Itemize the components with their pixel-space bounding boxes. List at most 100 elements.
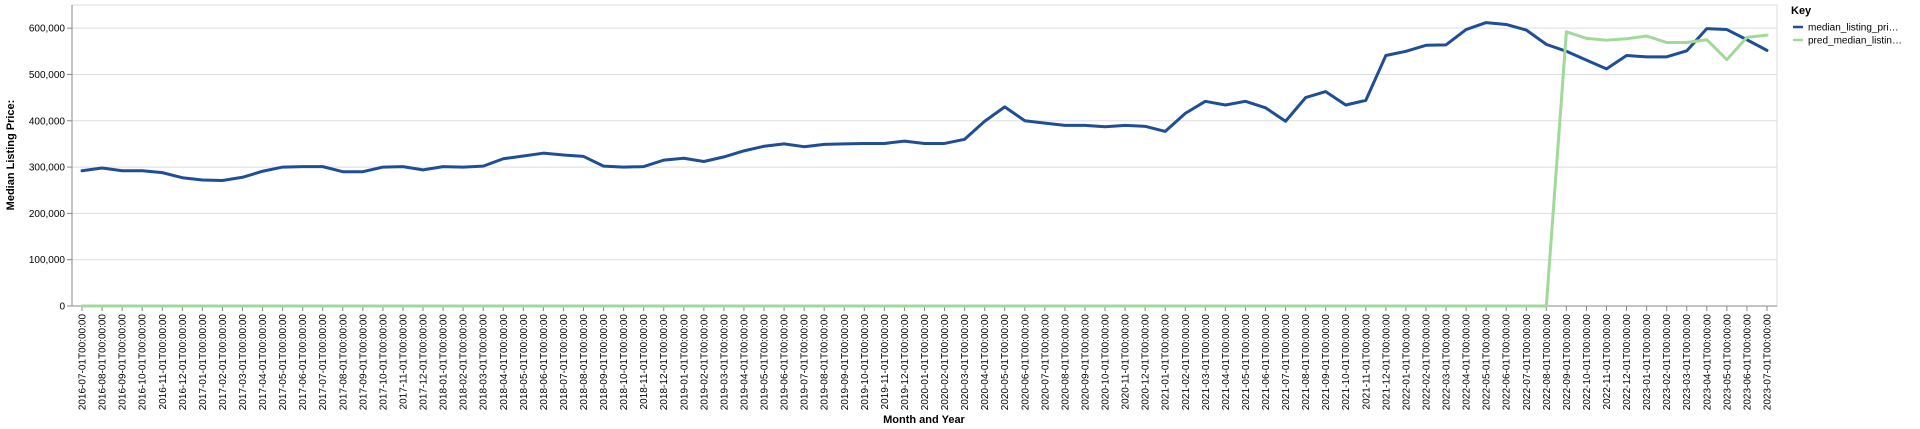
x-tick-label: 2023-02-01T00:00:00 <box>1662 314 1673 411</box>
y-tick-label: 300,000 <box>29 163 66 174</box>
x-tick-label: 2017-03-01T00:00:00 <box>238 314 249 411</box>
x-tick-label: 2021-02-01T00:00:00 <box>1181 314 1192 411</box>
x-tick-label: 2019-04-01T00:00:00 <box>739 314 750 411</box>
x-tick-label: 2020-04-01T00:00:00 <box>980 314 991 411</box>
x-tick-label: 2021-07-01T00:00:00 <box>1281 314 1292 411</box>
series-line-pred-median-listing-price <box>80 30 1769 308</box>
x-tick-label: 2020-12-01T00:00:00 <box>1141 314 1152 411</box>
x-tick-label: 2019-06-01T00:00:00 <box>780 314 791 411</box>
x-tick-label: 2020-05-01T00:00:00 <box>1000 314 1011 411</box>
x-tick-label: 2022-09-01T00:00:00 <box>1562 314 1573 411</box>
x-tick-label: 2019-03-01T00:00:00 <box>719 314 730 411</box>
y-axis: 0 100,000 200,000 300,000 400,000 500,000 600,… <box>29 5 73 313</box>
x-tick-label: 2020-07-01T00:00:00 <box>1040 314 1051 411</box>
x-tick-label: 2019-02-01T00:00:00 <box>699 314 710 411</box>
x-tick-label: 2018-08-01T00:00:00 <box>579 314 590 411</box>
series-line-median-listing-price <box>80 21 1769 183</box>
x-tick-label: 2019-11-01T00:00:00 <box>880 314 891 410</box>
x-tick-label: 2018-10-01T00:00:00 <box>619 314 630 411</box>
x-tick-label: 2020-06-01T00:00:00 <box>1020 314 1031 411</box>
x-tick-label: 2017-02-01T00:00:00 <box>218 314 229 411</box>
x-tick-label: 2021-11-01T00:00:00 <box>1361 314 1372 410</box>
y-tick-label: 500,000 <box>29 70 66 81</box>
x-tick-label: 2022-02-01T00:00:00 <box>1421 314 1432 411</box>
plot-area: 0 100,000 200,000 300,000 400,000 500,000 600,… <box>29 4 1778 411</box>
x-tick-label: 2020-03-01T00:00:00 <box>960 314 971 411</box>
x-tick-label: 2016-10-01T00:00:00 <box>138 314 149 411</box>
x-tick-label: 2022-04-01T00:00:00 <box>1462 314 1473 411</box>
x-tick-label: 2017-01-01T00:00:00 <box>198 314 209 411</box>
x-tick-label: 2019-10-01T00:00:00 <box>860 314 871 411</box>
x-tick-label: 2021-10-01T00:00:00 <box>1341 314 1352 411</box>
x-tick-label: 2022-01-01T00:00:00 <box>1401 314 1412 411</box>
legend: Key median_listing_pri… pred_median_listi… <box>1791 5 1902 47</box>
x-tick-label: 2023-01-01T00:00:00 <box>1642 314 1653 411</box>
x-tick-label: 2018-06-01T00:00:00 <box>539 314 550 411</box>
x-tick-label: 2019-08-01T00:00:00 <box>820 314 831 411</box>
x-tick-label: 2016-11-01T00:00:00 <box>158 314 169 410</box>
x-axis-title: Month and Year <box>883 414 965 426</box>
x-tick-label: 2020-01-01T00:00:00 <box>920 314 931 411</box>
x-tick-label: 2022-08-01T00:00:00 <box>1542 314 1553 411</box>
y-tick-label: 600,000 <box>29 24 66 35</box>
x-tick-label: 2022-12-01T00:00:00 <box>1622 314 1633 411</box>
x-tick-label: 2022-11-01T00:00:00 <box>1602 314 1613 410</box>
x-tick-label: 2020-02-01T00:00:00 <box>940 314 951 411</box>
x-tick-label: 2023-03-01T00:00:00 <box>1682 314 1693 411</box>
x-tick-label: 2019-05-01T00:00:00 <box>760 314 771 411</box>
x-tick-label: 2017-11-01T00:00:00 <box>398 314 409 410</box>
grid-lines <box>72 27 1777 307</box>
x-tick-label: 2018-07-01T00:00:00 <box>559 314 570 411</box>
x-tick-label: 2019-09-01T00:00:00 <box>840 314 851 411</box>
x-tick-label: 2016-07-01T00:00:00 <box>78 314 89 411</box>
x-tick-label: 2019-01-01T00:00:00 <box>679 314 690 411</box>
x-tick-label: 2022-05-01T00:00:00 <box>1482 314 1493 411</box>
x-tick-label: 2021-05-01T00:00:00 <box>1241 314 1252 411</box>
x-tick-label: 2017-06-01T00:00:00 <box>298 314 309 411</box>
x-tick-label: 2017-12-01T00:00:00 <box>419 314 430 411</box>
x-tick-label: 2023-07-01T00:00:00 <box>1762 314 1773 411</box>
legend-label: pred_median_listin… <box>1808 36 1902 47</box>
x-tick-label: 2017-07-01T00:00:00 <box>318 314 329 411</box>
y-tick-label: 100,000 <box>29 255 66 266</box>
x-tick-label: 2022-07-01T00:00:00 <box>1522 314 1533 411</box>
x-tick-label: 2018-04-01T00:00:00 <box>499 314 510 411</box>
x-tick-label: 2018-09-01T00:00:00 <box>599 314 610 411</box>
y-tick-label: 200,000 <box>29 209 66 220</box>
x-tick-label: 2021-09-01T00:00:00 <box>1321 314 1332 411</box>
x-tick-label: 2018-02-01T00:00:00 <box>459 314 470 411</box>
x-tick-label: 2021-12-01T00:00:00 <box>1381 314 1392 411</box>
x-tick-label: 2020-09-01T00:00:00 <box>1080 314 1091 411</box>
x-tick-label: 2019-12-01T00:00:00 <box>900 314 911 411</box>
x-tick-label: 2020-08-01T00:00:00 <box>1060 314 1071 411</box>
x-tick-label: 2018-03-01T00:00:00 <box>479 314 490 411</box>
legend-label: median_listing_pri… <box>1808 23 1899 34</box>
x-tick-label: 2021-01-01T00:00:00 <box>1161 314 1172 411</box>
x-tick-label: 2021-08-01T00:00:00 <box>1301 314 1312 411</box>
plot-frame <box>71 4 1778 307</box>
x-tick-label: 2018-01-01T00:00:00 <box>439 314 450 411</box>
y-tick-label: 400,000 <box>29 116 66 127</box>
x-tick-label: 2021-06-01T00:00:00 <box>1261 314 1272 411</box>
x-tick-label: 2018-05-01T00:00:00 <box>519 314 530 411</box>
x-tick-label: 2019-07-01T00:00:00 <box>800 314 811 411</box>
x-tick-label: 2017-10-01T00:00:00 <box>378 314 389 411</box>
x-tick-label: 2022-10-01T00:00:00 <box>1582 314 1593 411</box>
x-tick-label: 2017-08-01T00:00:00 <box>338 314 349 411</box>
x-axis: 2016-07-01T00:00:00 2016-08-01T00:00:00 20… <box>72 305 1777 411</box>
x-tick-label: 2021-04-01T00:00:00 <box>1221 314 1232 411</box>
x-tick-label: 2022-06-01T00:00:00 <box>1502 314 1513 411</box>
x-tick-label: 2017-04-01T00:00:00 <box>258 314 269 411</box>
x-tick-label: 2022-03-01T00:00:00 <box>1442 314 1453 411</box>
x-tick-label: 2016-08-01T00:00:00 <box>98 314 109 411</box>
x-tick-label: 2017-09-01T00:00:00 <box>358 314 369 411</box>
x-tick-label: 2016-12-01T00:00:00 <box>178 314 189 411</box>
x-tick-label: 2018-12-01T00:00:00 <box>659 314 670 411</box>
x-tick-label: 2017-05-01T00:00:00 <box>278 314 289 411</box>
x-tick-label: 2020-11-01T00:00:00 <box>1121 314 1132 410</box>
x-tick-label: 2023-04-01T00:00:00 <box>1702 314 1713 411</box>
y-tick-label: 0 <box>59 302 65 313</box>
series-lines <box>80 21 1769 308</box>
y-axis-title: Median Listing Price: <box>5 100 17 211</box>
